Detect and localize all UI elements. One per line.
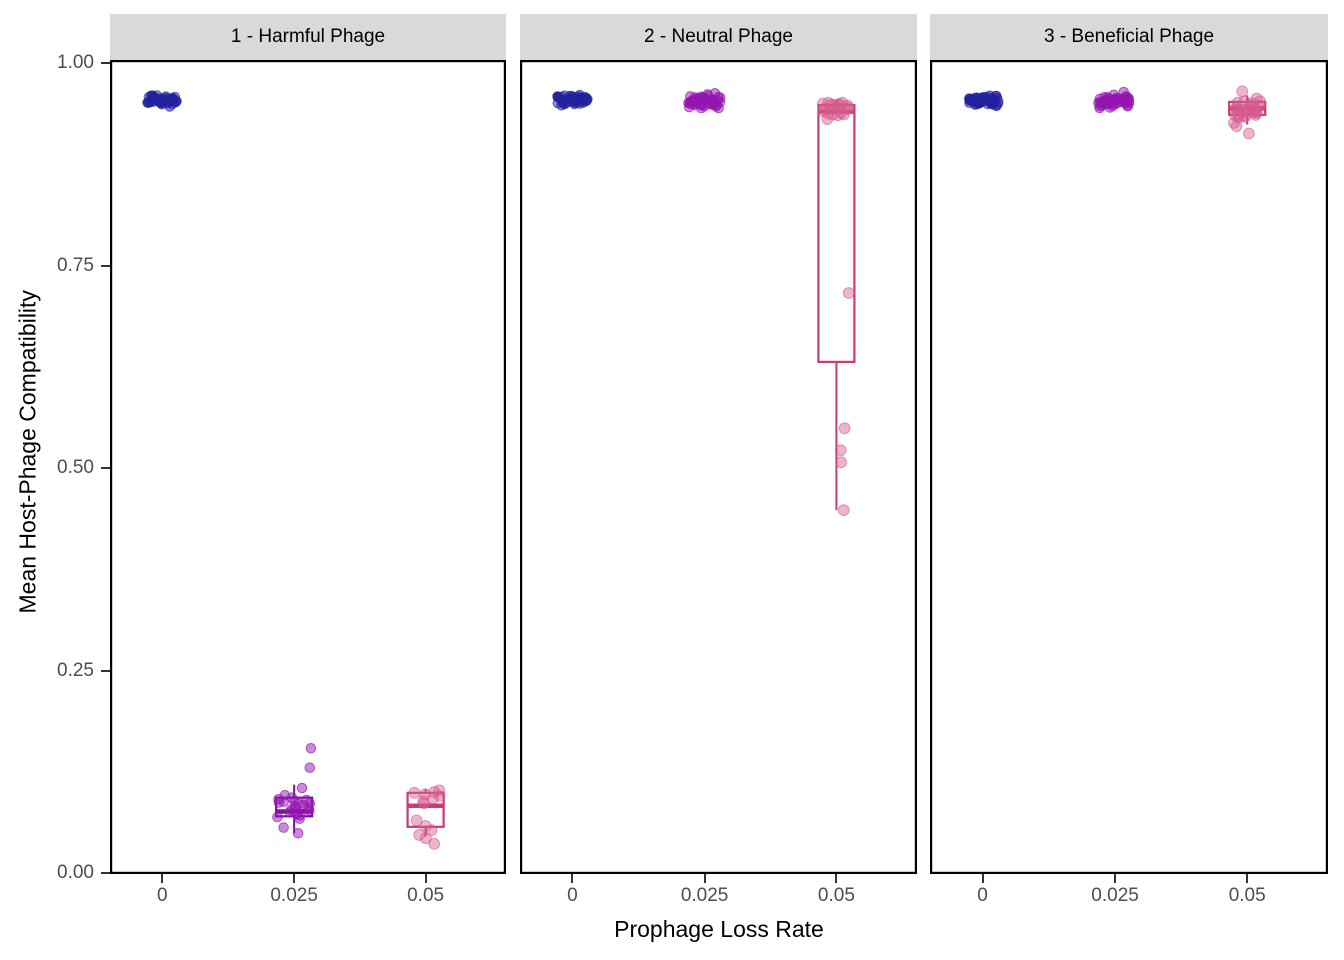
y-tick-label: 1.00 — [57, 52, 94, 73]
x-tick-mark — [1246, 874, 1249, 883]
y-tick-label: 0.25 — [57, 659, 94, 681]
panel-border — [520, 60, 917, 874]
data-point — [425, 824, 438, 836]
data-point — [1242, 102, 1255, 114]
facet-strip-beneficial-phage: 3 - Beneficial Phage — [930, 14, 1328, 60]
data-point — [564, 90, 575, 101]
data-point — [818, 102, 831, 115]
panel-beneficial-phage — [930, 60, 1328, 874]
x-tick-mark — [161, 874, 164, 883]
data-point — [420, 832, 432, 845]
data-point — [410, 814, 423, 827]
x-tick-mark — [424, 874, 427, 883]
data-point — [278, 822, 289, 833]
data-point — [1232, 110, 1245, 123]
x-tick-mark — [293, 874, 296, 883]
x-tick-label: 0 — [977, 885, 988, 906]
data-point — [835, 456, 848, 469]
data-point — [296, 782, 308, 794]
data-point — [1230, 120, 1243, 133]
data-point — [158, 94, 170, 106]
data-point — [417, 797, 430, 810]
y-tick-mark — [101, 264, 110, 267]
data-point — [304, 805, 315, 816]
data-point — [272, 811, 283, 823]
x-tick-mark — [1114, 874, 1117, 883]
data-point — [294, 813, 305, 825]
x-tick-label: 0 — [156, 885, 168, 906]
x-tick-label: 0.05 — [407, 885, 445, 906]
facet-strip-harmful-phage: 1 - Harmful Phage — [110, 14, 506, 60]
data-point — [413, 829, 426, 841]
data-point — [964, 95, 975, 106]
data-point — [987, 97, 998, 108]
facet-strip-neutral-phage: 2 - Neutral Phage — [520, 14, 917, 60]
x-tick-mark — [835, 874, 838, 883]
data-point — [1105, 96, 1117, 107]
data-point — [148, 91, 159, 102]
data-point — [838, 422, 851, 435]
data-point — [1254, 95, 1266, 108]
data-point — [832, 109, 844, 122]
x-tick-label: 0.05 — [1228, 885, 1266, 906]
data-point — [1243, 127, 1255, 140]
boxplot-box — [817, 104, 856, 363]
x-tick-label: 0 — [567, 885, 578, 906]
data-point — [699, 93, 710, 104]
data-point — [305, 743, 317, 754]
data-point — [974, 97, 985, 109]
y-tick-label: 0.00 — [57, 862, 94, 883]
data-point — [714, 97, 726, 108]
y-tick-mark — [101, 467, 110, 469]
x-tick-label: 0.025 — [270, 885, 318, 906]
data-point — [428, 837, 441, 850]
data-point — [837, 504, 850, 517]
data-point — [836, 96, 849, 109]
data-point — [273, 797, 285, 808]
y-tick-mark — [101, 872, 110, 874]
y-tick-mark — [101, 669, 110, 672]
data-point — [1249, 109, 1262, 121]
panel-border — [930, 60, 1328, 874]
x-tick-mark — [703, 874, 706, 883]
data-point — [834, 444, 847, 457]
data-point — [292, 828, 304, 839]
panel-border — [110, 60, 506, 874]
data-point — [577, 95, 588, 106]
panel-harmful-phage — [110, 60, 506, 874]
data-point — [1231, 96, 1244, 109]
y-tick-mark — [101, 62, 110, 64]
x-axis-title: Prophage Loss Rate — [614, 916, 824, 942]
data-point — [842, 287, 855, 299]
data-point — [408, 786, 421, 799]
x-tick-label: 0.025 — [680, 885, 729, 906]
x-tick-mark — [981, 874, 984, 883]
data-point — [1123, 96, 1135, 107]
panel-neutral-phage — [520, 60, 917, 874]
data-point — [419, 820, 432, 832]
x-tick-mark — [571, 874, 574, 883]
y-tick-label: 0.50 — [57, 457, 94, 478]
x-tick-label: 0.05 — [817, 885, 855, 906]
data-point — [433, 790, 446, 802]
y-tick-label: 0.75 — [57, 254, 94, 276]
data-point — [1236, 85, 1249, 98]
x-tick-label: 0.025 — [1091, 885, 1139, 906]
data-point — [304, 762, 316, 774]
data-point — [683, 101, 695, 113]
